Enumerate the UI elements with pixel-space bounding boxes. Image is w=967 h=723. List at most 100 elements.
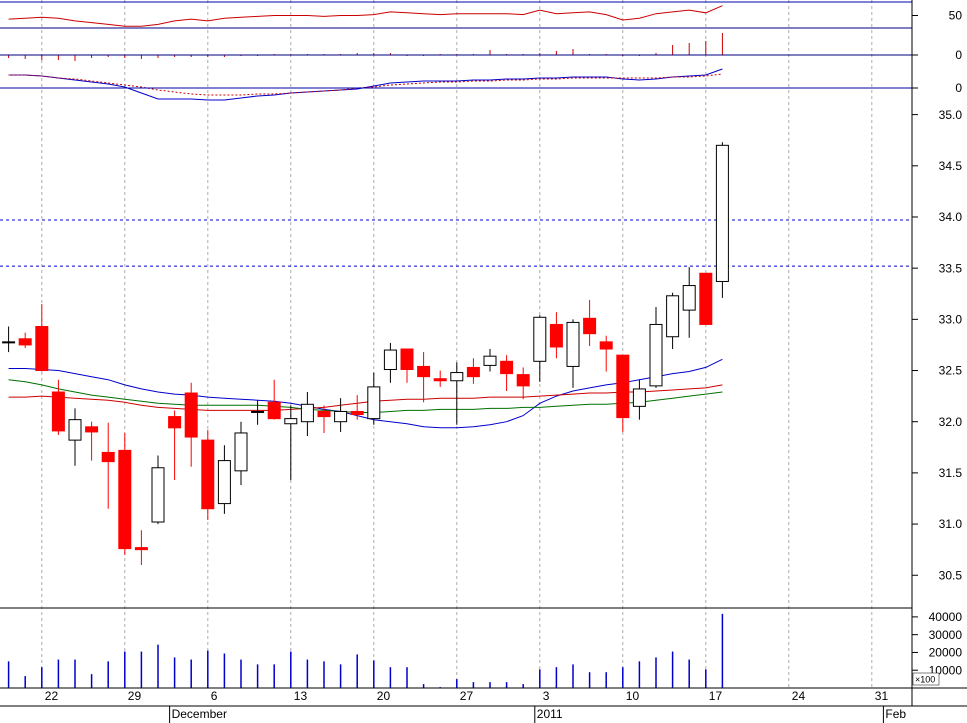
x-tick-label: 13	[294, 689, 308, 703]
y-tick-label: 32.5	[939, 364, 963, 378]
y-tick-label: 32.0	[939, 415, 963, 429]
candle-body	[251, 410, 265, 413]
bar	[373, 53, 375, 55]
bar	[555, 667, 558, 688]
bar	[339, 664, 342, 688]
candle-body	[583, 317, 597, 335]
bar	[323, 661, 325, 688]
candle-body	[350, 410, 364, 416]
bar	[588, 672, 591, 688]
bar	[57, 659, 60, 688]
candle-body	[134, 547, 148, 551]
bar	[356, 654, 358, 688]
x-tick-label: 22	[45, 689, 59, 703]
bar	[539, 53, 541, 55]
candle-body	[151, 467, 165, 523]
bar	[107, 661, 109, 688]
bar	[688, 43, 690, 55]
bar	[190, 659, 192, 688]
candle-body	[483, 355, 497, 366]
candle-body	[68, 419, 82, 441]
bar	[721, 33, 723, 55]
candle-body	[184, 392, 198, 438]
candle-body	[666, 295, 680, 338]
bar	[240, 659, 242, 688]
bar	[223, 653, 226, 688]
candle-body	[450, 372, 464, 382]
bar	[41, 55, 43, 60]
bar	[555, 51, 557, 55]
bar	[91, 55, 93, 58]
y-tick-label: 33.0	[939, 313, 963, 327]
x-tick-label: 24	[792, 689, 806, 703]
candle-body	[300, 403, 314, 423]
candle-body	[317, 410, 331, 418]
moving-average	[8, 379, 723, 413]
x-tick-label: 10	[626, 689, 640, 703]
bar	[605, 672, 607, 688]
candle-body	[566, 321, 580, 367]
candle-body	[383, 349, 397, 370]
bar	[157, 644, 159, 688]
bar	[41, 667, 43, 688]
bar	[688, 659, 690, 688]
x-tick-label: 20	[377, 689, 391, 703]
bar	[655, 657, 657, 688]
candle-body	[267, 401, 281, 420]
bar	[505, 682, 508, 688]
bar	[140, 651, 143, 688]
candle-body	[2, 341, 16, 344]
y-tick-label: 20000	[929, 646, 963, 660]
bar	[489, 682, 491, 688]
candle-body	[516, 374, 530, 387]
bar	[190, 55, 192, 57]
bar	[456, 679, 458, 688]
bar	[7, 661, 10, 688]
candle-body	[85, 426, 99, 433]
bar	[8, 55, 10, 58]
candle-body	[284, 418, 298, 425]
bar	[157, 55, 159, 58]
y-tick-label: 0	[955, 81, 962, 95]
bar	[90, 674, 93, 688]
y-tick-label: 33.5	[939, 261, 963, 275]
candle-body	[400, 348, 414, 370]
y-tick-label: 0	[955, 48, 962, 62]
y-tick-label: 31.0	[939, 517, 963, 531]
bar	[124, 651, 126, 688]
x-tick-label: 31	[875, 689, 889, 703]
bar	[356, 53, 358, 55]
bar	[74, 55, 76, 61]
bar	[140, 55, 142, 59]
candle-body	[533, 316, 547, 362]
x-tick-label: 6	[211, 689, 218, 703]
bar	[721, 613, 724, 688]
candle-body	[367, 386, 381, 420]
month-label: December	[172, 707, 227, 721]
candle-body	[217, 460, 231, 505]
candle-body	[101, 451, 115, 463]
candle-body	[616, 354, 630, 419]
bar	[389, 667, 392, 688]
x-tick-label: 17	[709, 689, 723, 703]
candle-body	[649, 323, 663, 387]
candle-body	[699, 272, 713, 325]
candle-body	[201, 439, 215, 510]
y-tick-label: 30.5	[939, 568, 963, 582]
candle-body	[500, 360, 514, 375]
candle-body	[234, 432, 248, 472]
bar	[389, 53, 391, 55]
y-tick-label: 50	[949, 9, 963, 23]
bar	[622, 667, 624, 688]
bar	[572, 664, 574, 688]
x-tick-label: 29	[128, 689, 142, 703]
bar	[223, 55, 225, 57]
bar	[522, 684, 524, 688]
bar	[672, 45, 674, 55]
candle-body	[599, 341, 613, 350]
candle-body	[466, 366, 480, 378]
bar	[256, 664, 259, 688]
y-tick-label: 34.5	[939, 159, 963, 173]
unit-box	[912, 672, 940, 686]
